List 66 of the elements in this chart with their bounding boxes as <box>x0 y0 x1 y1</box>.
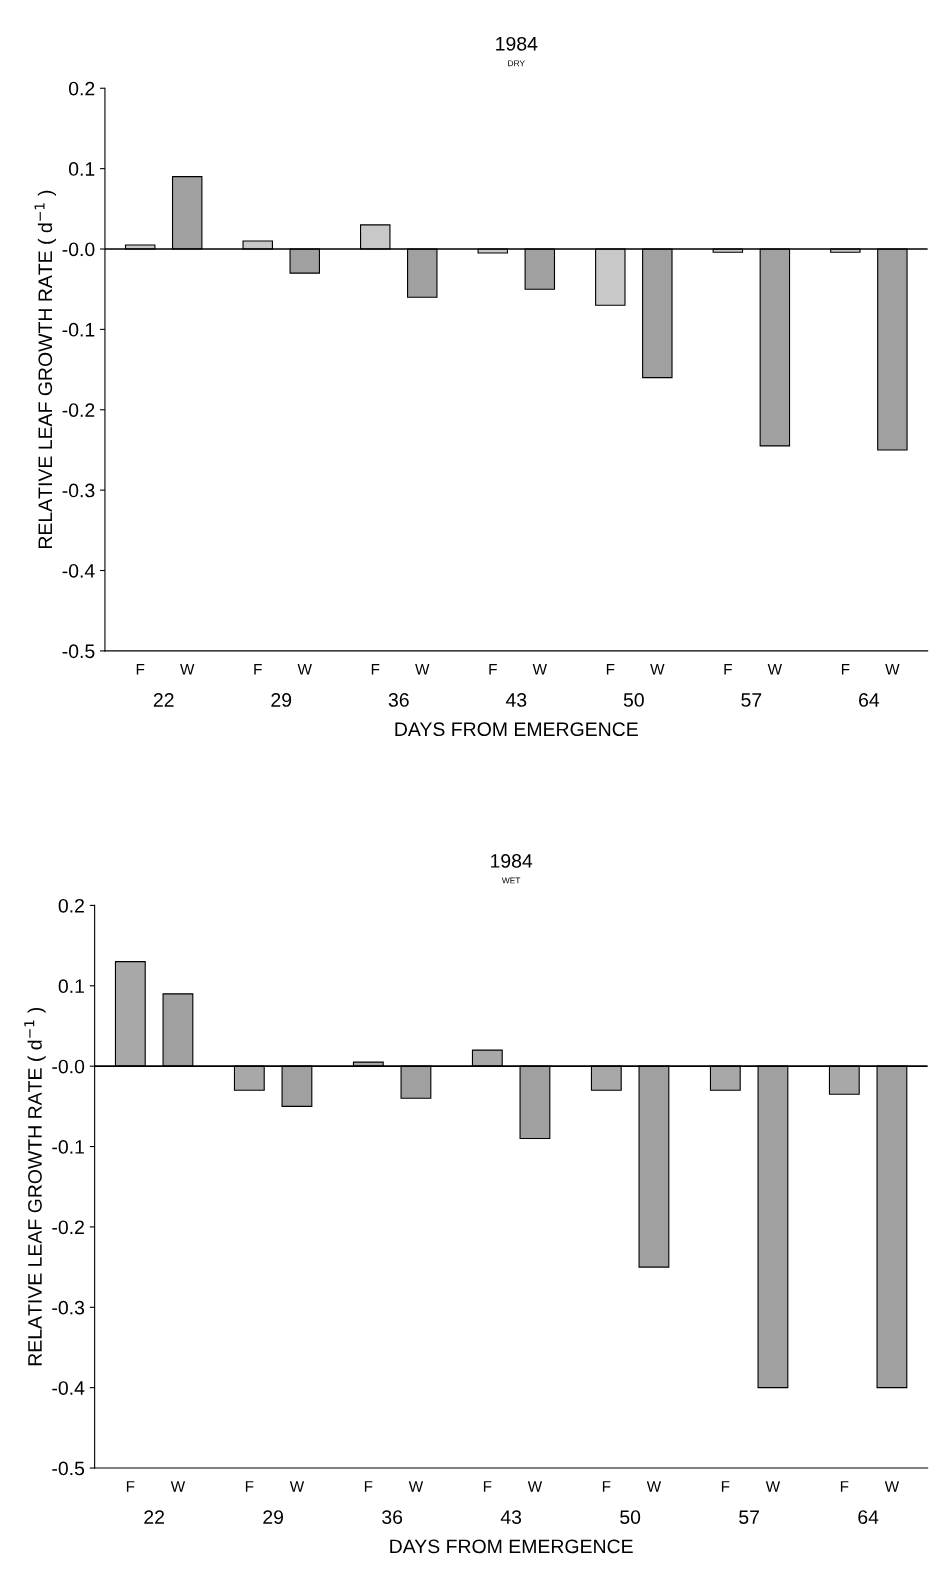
text: W <box>408 1481 424 1492</box>
text: F <box>254 664 262 675</box>
text: W <box>170 1481 186 1492</box>
y-tick-label: -0.4 <box>52 1381 85 1395</box>
text: W <box>532 664 547 675</box>
chart-subtitle: DRY <box>508 60 525 67</box>
text: W <box>884 1481 900 1492</box>
x-tick-label: 64 <box>859 693 880 707</box>
chart-title: 1984 <box>490 854 533 868</box>
y-axis-title: RELATIVE LEAF GROWTH RATE ( d$^{−1}$ ) <box>34 190 56 549</box>
x-tick-label: 22 <box>144 1510 164 1524</box>
text: F <box>602 1481 611 1492</box>
y-tick-label: -0.3 <box>52 1300 85 1315</box>
y-tick-label: -0.2 <box>62 403 95 417</box>
x-tick-label: 64 <box>858 1510 879 1524</box>
x-axis-title: DAYS FROM EMERGENCE <box>395 722 638 737</box>
text: F <box>489 664 497 675</box>
text: W <box>765 1481 781 1492</box>
text: W <box>297 664 312 675</box>
y-tick-label: 0.2 <box>68 81 95 96</box>
y-tick-label: 0.1 <box>58 979 84 994</box>
text: W <box>646 1481 662 1492</box>
text: F <box>606 664 615 675</box>
y-tick-label: -0.0 <box>52 1059 85 1074</box>
y-axis-title: RELATIVE LEAF GROWTH RATE ( d$^{−1}$ ) <box>24 1007 46 1366</box>
chart-subtitle: WET <box>501 877 521 884</box>
text: F <box>721 1481 730 1492</box>
y-tick-label: 0.2 <box>58 898 84 913</box>
x-tick-label: 29 <box>263 1510 284 1524</box>
text: F <box>364 1481 373 1492</box>
text: F <box>724 664 732 675</box>
x-axis-title: DAYS FROM EMERGENCE <box>390 1539 633 1554</box>
x-tick-label: 36 <box>382 1510 403 1524</box>
x-tick-label: 50 <box>620 1510 641 1524</box>
text: F <box>841 664 850 675</box>
x-tick-label: 22 <box>153 693 174 707</box>
y-tick-label: -0.5 <box>62 644 95 659</box>
text: W <box>527 1481 543 1492</box>
y-tick-label: -0.1 <box>52 1140 84 1154</box>
y-tick-label: -0.4 <box>62 563 95 578</box>
y-tick-label: -0.1 <box>62 322 95 337</box>
text: W <box>415 664 430 675</box>
x-tick-label: 50 <box>623 693 644 707</box>
text: F <box>483 1481 492 1492</box>
text: W <box>180 664 195 675</box>
text: F <box>136 664 145 675</box>
text: W <box>289 1481 305 1492</box>
x-tick-label: 57 <box>741 693 762 707</box>
x-tick-label: 43 <box>505 693 527 707</box>
x-tick-label: 29 <box>271 693 292 707</box>
y-tick-label: -0.5 <box>52 1461 85 1476</box>
x-tick-label: 57 <box>739 1510 759 1524</box>
y-tick-label: -0.3 <box>62 483 95 498</box>
x-tick-label: 43 <box>500 1510 522 1524</box>
text: F <box>371 664 380 675</box>
y-tick-label: -0.0 <box>62 242 95 257</box>
y-tick-label: 0.1 <box>68 162 95 176</box>
text: W <box>767 664 782 675</box>
text: F <box>840 1481 849 1492</box>
text: F <box>245 1481 254 1492</box>
text: W <box>885 664 900 675</box>
chart-title: 1984 <box>496 36 538 51</box>
x-tick-label: 36 <box>388 693 409 707</box>
y-tick-label: -0.2 <box>52 1220 84 1235</box>
text: W <box>650 664 665 675</box>
text: F <box>126 1481 135 1492</box>
